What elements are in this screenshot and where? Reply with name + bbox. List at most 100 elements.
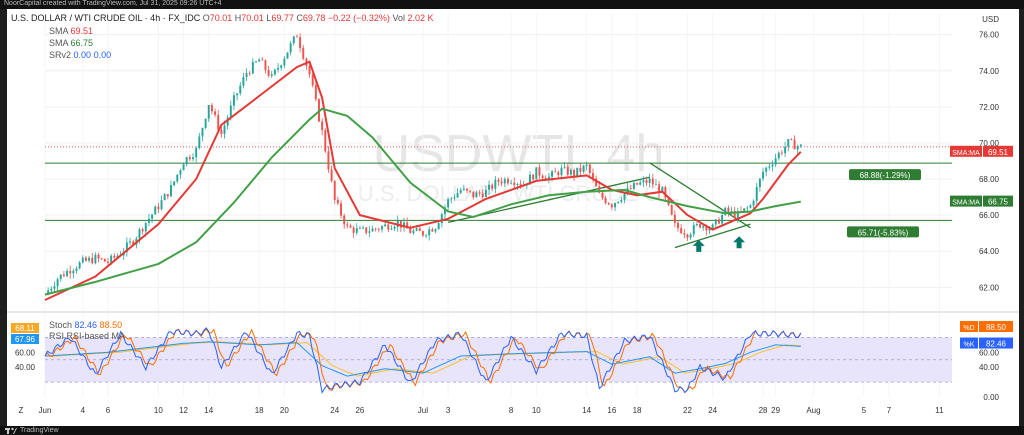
candle-body	[777, 152, 780, 159]
time-tick-label: 6	[106, 406, 111, 415]
candle-body	[453, 197, 456, 199]
candle-body	[185, 157, 188, 165]
candle-body	[733, 210, 736, 218]
ohlc-value: 69.78	[302, 13, 326, 23]
candle-body	[683, 233, 686, 235]
time-tick-label: 14	[582, 406, 591, 415]
sma-fast-line	[44, 60, 802, 301]
candle-body	[88, 257, 91, 261]
chart-plot-area[interactable]: USDWTI, 4h U.S. DOLLAR / WTI CRUDE OIL 62.…	[7, 9, 1019, 426]
candle-body	[220, 129, 223, 134]
legend-sma-slow[interactable]: SMA 66.75	[49, 38, 93, 48]
candle-body	[210, 105, 213, 112]
candle-body	[380, 226, 383, 230]
trendline	[649, 162, 751, 229]
trendline	[674, 223, 751, 249]
candle-body	[758, 178, 761, 188]
candle-body	[138, 229, 141, 239]
candle-body	[330, 169, 333, 181]
up-arrow-icon	[692, 239, 705, 252]
candle-body	[192, 157, 194, 160]
candle-body	[349, 225, 352, 228]
oscillator-tick-label: 40.00	[979, 363, 1000, 372]
candle-body	[497, 179, 500, 182]
candle-body	[790, 139, 793, 140]
price-tick-label: 72.00	[979, 103, 1000, 112]
oscillator-left-tag-box	[11, 334, 39, 344]
rsi-label: RSI	[49, 331, 65, 341]
candle-body	[201, 127, 204, 137]
price-tick-label: 66.00	[979, 211, 1000, 220]
time-tick-label: 22	[683, 406, 692, 415]
candle-body	[541, 175, 544, 178]
oscillator-left-label: 68.11	[15, 324, 35, 333]
time-tick-label: Jun	[39, 406, 52, 415]
candle-body	[554, 171, 557, 173]
sma-slow-label: SMA	[49, 38, 69, 48]
legend-rsi[interactable]: RSI RSI-based MA	[49, 331, 125, 341]
oscillator-tag-value-box	[979, 321, 1013, 333]
footer-brand: TradingView	[20, 427, 59, 434]
candle-body	[658, 184, 661, 193]
candle-body	[292, 36, 295, 44]
candle-body	[299, 37, 302, 48]
rsi-line	[44, 341, 801, 377]
candle-body	[157, 206, 160, 210]
chart-svg[interactable]: USDWTI, 4hU.S. DOLLAR / WTI CRUDE OIL62.…	[7, 9, 1019, 426]
candle-body	[273, 69, 276, 75]
time-tick-label: 10	[532, 406, 541, 415]
candle-body	[47, 290, 50, 295]
candle-body	[333, 180, 336, 200]
candle-body	[311, 74, 314, 86]
legend-sma-fast[interactable]: SMA 69.51	[49, 26, 93, 36]
candle-body	[141, 229, 144, 232]
candle-body	[796, 146, 799, 150]
srv2-value-2: 0.00	[93, 50, 112, 60]
time-tick-label: 24	[708, 406, 717, 415]
candle-body	[576, 167, 579, 176]
price-unit-label: USD	[982, 15, 999, 24]
candle-body	[437, 223, 440, 230]
candle-body	[50, 288, 53, 291]
candle-body	[787, 139, 790, 147]
candle-body	[702, 225, 705, 228]
candle-body	[245, 73, 248, 78]
sma-fast-label: SMA	[49, 26, 69, 36]
candle-body	[116, 255, 119, 258]
candle-body	[648, 178, 651, 184]
candle-body	[107, 261, 109, 263]
candle-body	[267, 69, 270, 76]
candle-body	[714, 219, 717, 225]
price-tag-value-box	[983, 195, 1013, 207]
candle-body	[431, 229, 434, 232]
candle-body	[793, 139, 796, 150]
legend-stoch[interactable]: Stoch 82.46 88.50	[49, 320, 122, 330]
candle-body	[59, 274, 62, 280]
time-tick-label: 4	[81, 406, 86, 415]
candle-body	[346, 224, 349, 226]
candle-body	[110, 255, 113, 263]
candle-body	[308, 65, 311, 75]
time-tick-label: 12	[179, 406, 188, 415]
candle-body	[475, 192, 478, 198]
time-tick-label: 28	[759, 406, 768, 415]
candle-body	[147, 218, 150, 223]
candle-body	[592, 173, 594, 179]
candle-body	[459, 189, 462, 193]
candle-body	[595, 178, 598, 187]
candle-body	[321, 121, 324, 131]
candle-body	[677, 222, 679, 229]
candle-body	[251, 61, 254, 74]
candle-body	[585, 164, 588, 166]
candle-body	[488, 184, 491, 190]
oscillator-tag-value: 82.46	[986, 340, 1007, 349]
legend-srv2[interactable]: SRv2 0.00 0.00	[49, 50, 111, 60]
candle-body	[503, 179, 506, 184]
oscillator-tag-name-box	[960, 337, 978, 349]
candle-body	[538, 167, 541, 176]
price-tag-name-box	[950, 195, 982, 207]
candle-body	[352, 227, 355, 233]
price-tick-label: 62.00	[979, 283, 1000, 292]
time-tick-label: 3	[446, 406, 451, 415]
candle-body	[736, 211, 739, 218]
